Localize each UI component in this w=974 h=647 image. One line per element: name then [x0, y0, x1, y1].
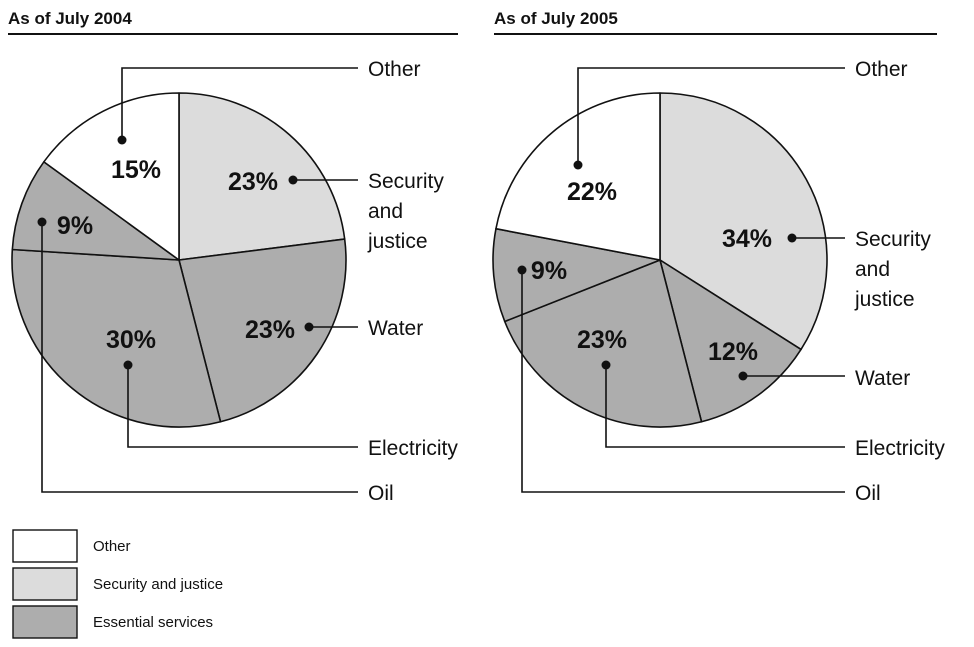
pie-2004-slice-oil: [11, 161, 180, 261]
pie-2004-slice-security-and-justice: [178, 92, 346, 261]
pie-2004-value-security-and-justice: 23%: [228, 168, 278, 196]
pie-2005-leader-electricity: [605, 365, 845, 448]
pie-2005-value-electricity: 23%: [577, 326, 627, 354]
legend-label-security-and-justice: Security and justice: [93, 576, 223, 593]
pie-2004-callout-oil: Oil: [368, 482, 394, 505]
pie-2005-callout-security-and-justice: Security and justice: [854, 228, 931, 311]
pie-2005-value-security-and-justice: 34%: [722, 225, 772, 253]
legend-swatch-essential-services: [12, 605, 78, 639]
legend-swatch-other: [12, 529, 78, 563]
pie-2005-slice-other: [495, 92, 661, 261]
pie-2005-callout-other: Other: [855, 58, 908, 81]
pie-2005-dot-other: [573, 160, 583, 170]
pie-2005-slice-water: [659, 259, 802, 423]
pie-2004-value-other: 15%: [111, 156, 161, 184]
pie-2005-dot-water: [738, 371, 748, 381]
legend-label-other: Other: [93, 538, 131, 555]
pie-2004-leader-other: [121, 67, 358, 140]
pie-2004-callout-other: Other: [368, 58, 421, 81]
pie-2005-callout-water: Water: [855, 367, 910, 390]
pie-2005-title: As of July 2005: [494, 9, 618, 28]
pie-2005-value-water: 12%: [708, 338, 758, 366]
legend-swatch-security-and-justice: [12, 567, 78, 601]
pie-2004-value-electricity: 30%: [106, 326, 156, 354]
pie-2005-slice-electricity: [503, 259, 703, 428]
pie-2004-slice-electricity: [11, 248, 222, 428]
pie-2005-leader-oil: [521, 270, 845, 493]
pie-2004-dot-electricity: [123, 360, 133, 370]
pie-2005-dot-security-and-justice: [787, 233, 797, 243]
pie-2004-slice-water: [178, 238, 347, 423]
pie-2004-leader-electricity: [127, 365, 358, 448]
pie-2004-callout-electricity: Electricity: [368, 437, 458, 460]
pie-2005-dot-oil: [517, 265, 527, 275]
pie-2005-value-oil: 9%: [531, 257, 567, 285]
pie-2004-title: As of July 2004: [8, 9, 132, 28]
pie-2005-value-other: 22%: [567, 178, 617, 206]
pie-2005-callout-oil: Oil: [855, 482, 881, 505]
pie-2005-dot-electricity: [601, 360, 611, 370]
pie-2004-callout-security-and-justice: Security and justice: [367, 170, 444, 253]
pie-2004-value-water: 23%: [245, 316, 295, 344]
pie-2004-value-oil: 9%: [57, 212, 93, 240]
pie-2005-leader-other: [577, 67, 845, 165]
pie-2004-dot-other: [117, 135, 127, 145]
pie-2005-slice-security-and-justice: [659, 92, 828, 351]
pie-2004-dot-security-and-justice: [288, 175, 298, 185]
pie-2004-dot-water: [304, 322, 314, 332]
pie-2004-callout-water: Water: [368, 317, 423, 340]
pie-2004-dot-oil: [37, 217, 47, 227]
pie-2005-callout-electricity: Electricity: [855, 437, 945, 460]
pie-2005-slice-oil: [492, 227, 661, 323]
pie-2004-slice-other: [43, 92, 180, 261]
pie-2004-leader-oil: [41, 222, 358, 493]
legend-label-essential-services: Essential services: [93, 614, 213, 631]
